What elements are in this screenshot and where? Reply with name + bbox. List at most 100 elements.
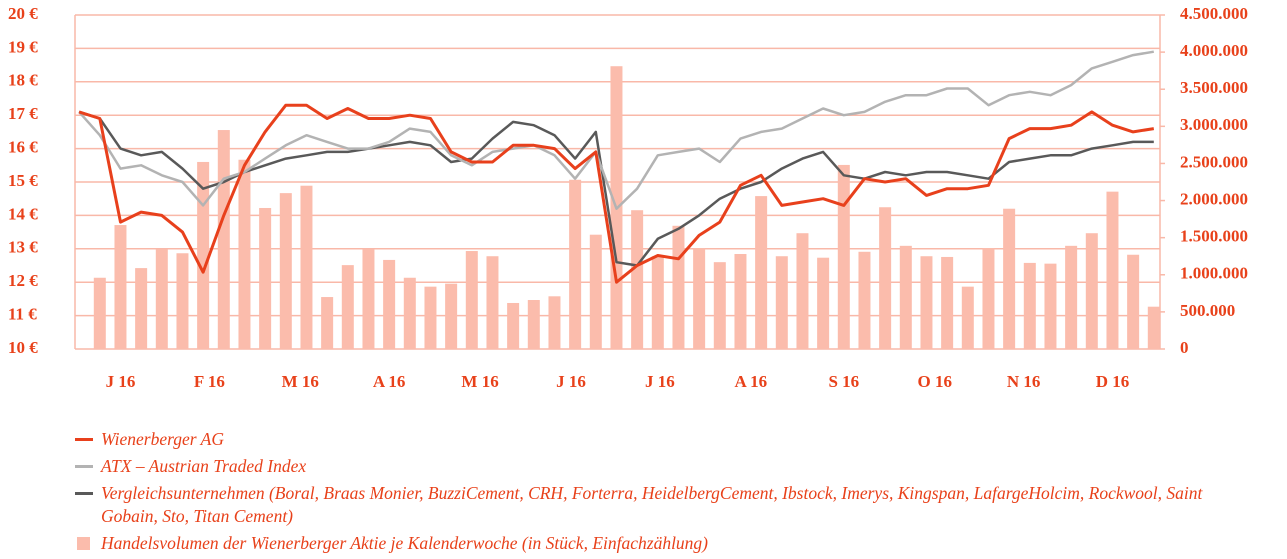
bar — [155, 248, 168, 349]
chart: 10 € 11 € 12 € 13 € 14 € 15 € 16 € 17 € 18 € 19 €… — [8, 4, 1248, 391]
bar — [961, 286, 974, 349]
bar — [279, 193, 292, 349]
bar — [858, 251, 871, 349]
bar — [445, 283, 458, 349]
bar — [465, 251, 478, 349]
bar — [631, 210, 644, 349]
x-tick-label: J 16 — [645, 372, 675, 391]
bar — [1003, 208, 1016, 349]
bar — [775, 256, 788, 349]
x-tick-label: D 16 — [1096, 372, 1130, 391]
y-tick-label: 17 € — [8, 104, 38, 123]
x-tick-label: J 16 — [106, 372, 136, 391]
legend-item: Vergleichsunternehmen (Boral, Braas Moni… — [75, 482, 1225, 528]
y-tick-label: 19 € — [8, 37, 38, 56]
bar — [837, 164, 850, 349]
bar — [383, 259, 396, 349]
bar — [114, 225, 127, 349]
y2-tick-label: 0 — [1180, 338, 1189, 357]
y-tick-label: 20 € — [8, 4, 38, 23]
bar — [879, 207, 892, 349]
legend-label: Vergleichsunternehmen (Boral, Braas Moni… — [101, 483, 1203, 526]
y2-tick-label: 1.000.000 — [1180, 264, 1248, 283]
bar — [507, 302, 520, 349]
bar — [548, 296, 561, 349]
y-tick-label: 18 € — [8, 71, 38, 90]
legend-item: Wienerberger AG — [75, 428, 1225, 451]
y-tick-label: 14 € — [8, 204, 38, 223]
y-tick-label: 10 € — [8, 338, 38, 357]
x-tick-label: O 16 — [917, 372, 951, 391]
x-tick-label: A 16 — [735, 372, 768, 391]
bar — [1106, 191, 1119, 349]
bar — [713, 262, 726, 349]
x-tick-label: S 16 — [828, 372, 859, 391]
y2-tick-label: 500.000 — [1180, 301, 1235, 320]
y2-tick-label: 2.500.000 — [1180, 152, 1248, 171]
bar — [403, 277, 416, 349]
bar — [1085, 233, 1098, 349]
legend-swatch — [75, 465, 93, 468]
legend-label: Wienerberger AG — [101, 429, 224, 449]
line-series — [78, 110, 1154, 267]
bar — [693, 248, 706, 349]
bar — [982, 248, 995, 349]
y-tick-label: 15 € — [8, 171, 38, 190]
bar — [217, 130, 230, 349]
bar — [651, 256, 664, 349]
y2-tick-label: 3.000.000 — [1180, 115, 1248, 134]
bar — [93, 277, 106, 349]
bar — [734, 253, 747, 349]
x-tick-label: A 16 — [373, 372, 406, 391]
bar — [341, 265, 354, 349]
y-tick-label: 12 € — [8, 271, 38, 290]
y-tick-label: 13 € — [8, 238, 38, 257]
legend: Wienerberger AG ATX – Austrian Traded Ind… — [75, 428, 1225, 559]
bar — [1065, 245, 1078, 349]
bar — [941, 256, 954, 349]
bar — [796, 233, 809, 349]
y2-tick-label: 3.500.000 — [1180, 78, 1248, 97]
bar — [817, 257, 830, 349]
legend-swatch — [77, 537, 90, 550]
x-tick-label: M 16 — [461, 372, 498, 391]
bar — [589, 234, 602, 349]
legend-swatch — [75, 438, 93, 441]
bar — [176, 253, 189, 349]
bar — [1023, 262, 1036, 349]
bar — [197, 161, 210, 349]
legend-item: ATX – Austrian Traded Index — [75, 455, 1225, 478]
bar — [321, 297, 334, 349]
line-series — [78, 103, 1155, 284]
bar — [920, 256, 933, 349]
y2-tick-label: 2.000.000 — [1180, 189, 1248, 208]
bar — [362, 248, 375, 349]
bar — [672, 225, 685, 349]
x-tick-label: J 16 — [556, 372, 586, 391]
y2-tick-label: 4.500.000 — [1180, 4, 1248, 23]
y2-tick-label: 1.500.000 — [1180, 227, 1248, 246]
y2-tick-label: 4.000.000 — [1180, 41, 1248, 60]
legend-label: Handelsvolumen der Wienerberger Aktie je… — [101, 533, 709, 553]
bar — [527, 300, 540, 349]
legend-item: Handelsvolumen der Wienerberger Aktie je… — [75, 532, 1225, 555]
bar — [238, 159, 251, 349]
bar — [899, 245, 912, 349]
legend-label: ATX – Austrian Traded Index — [101, 456, 307, 476]
bar — [486, 256, 499, 349]
x-tick-label: M 16 — [282, 372, 319, 391]
bar — [135, 268, 148, 349]
x-tick-label: N 16 — [1007, 372, 1041, 391]
y-tick-label: 11 € — [8, 305, 37, 324]
bar — [755, 196, 768, 349]
legend-swatch — [75, 492, 93, 495]
bar — [424, 286, 437, 349]
bar — [300, 185, 313, 349]
bar — [569, 179, 582, 349]
y-tick-label: 16 € — [8, 138, 38, 157]
x-tick-label: F 16 — [194, 372, 225, 391]
bar — [1044, 263, 1057, 349]
bar — [259, 207, 272, 349]
bar — [1127, 254, 1140, 349]
